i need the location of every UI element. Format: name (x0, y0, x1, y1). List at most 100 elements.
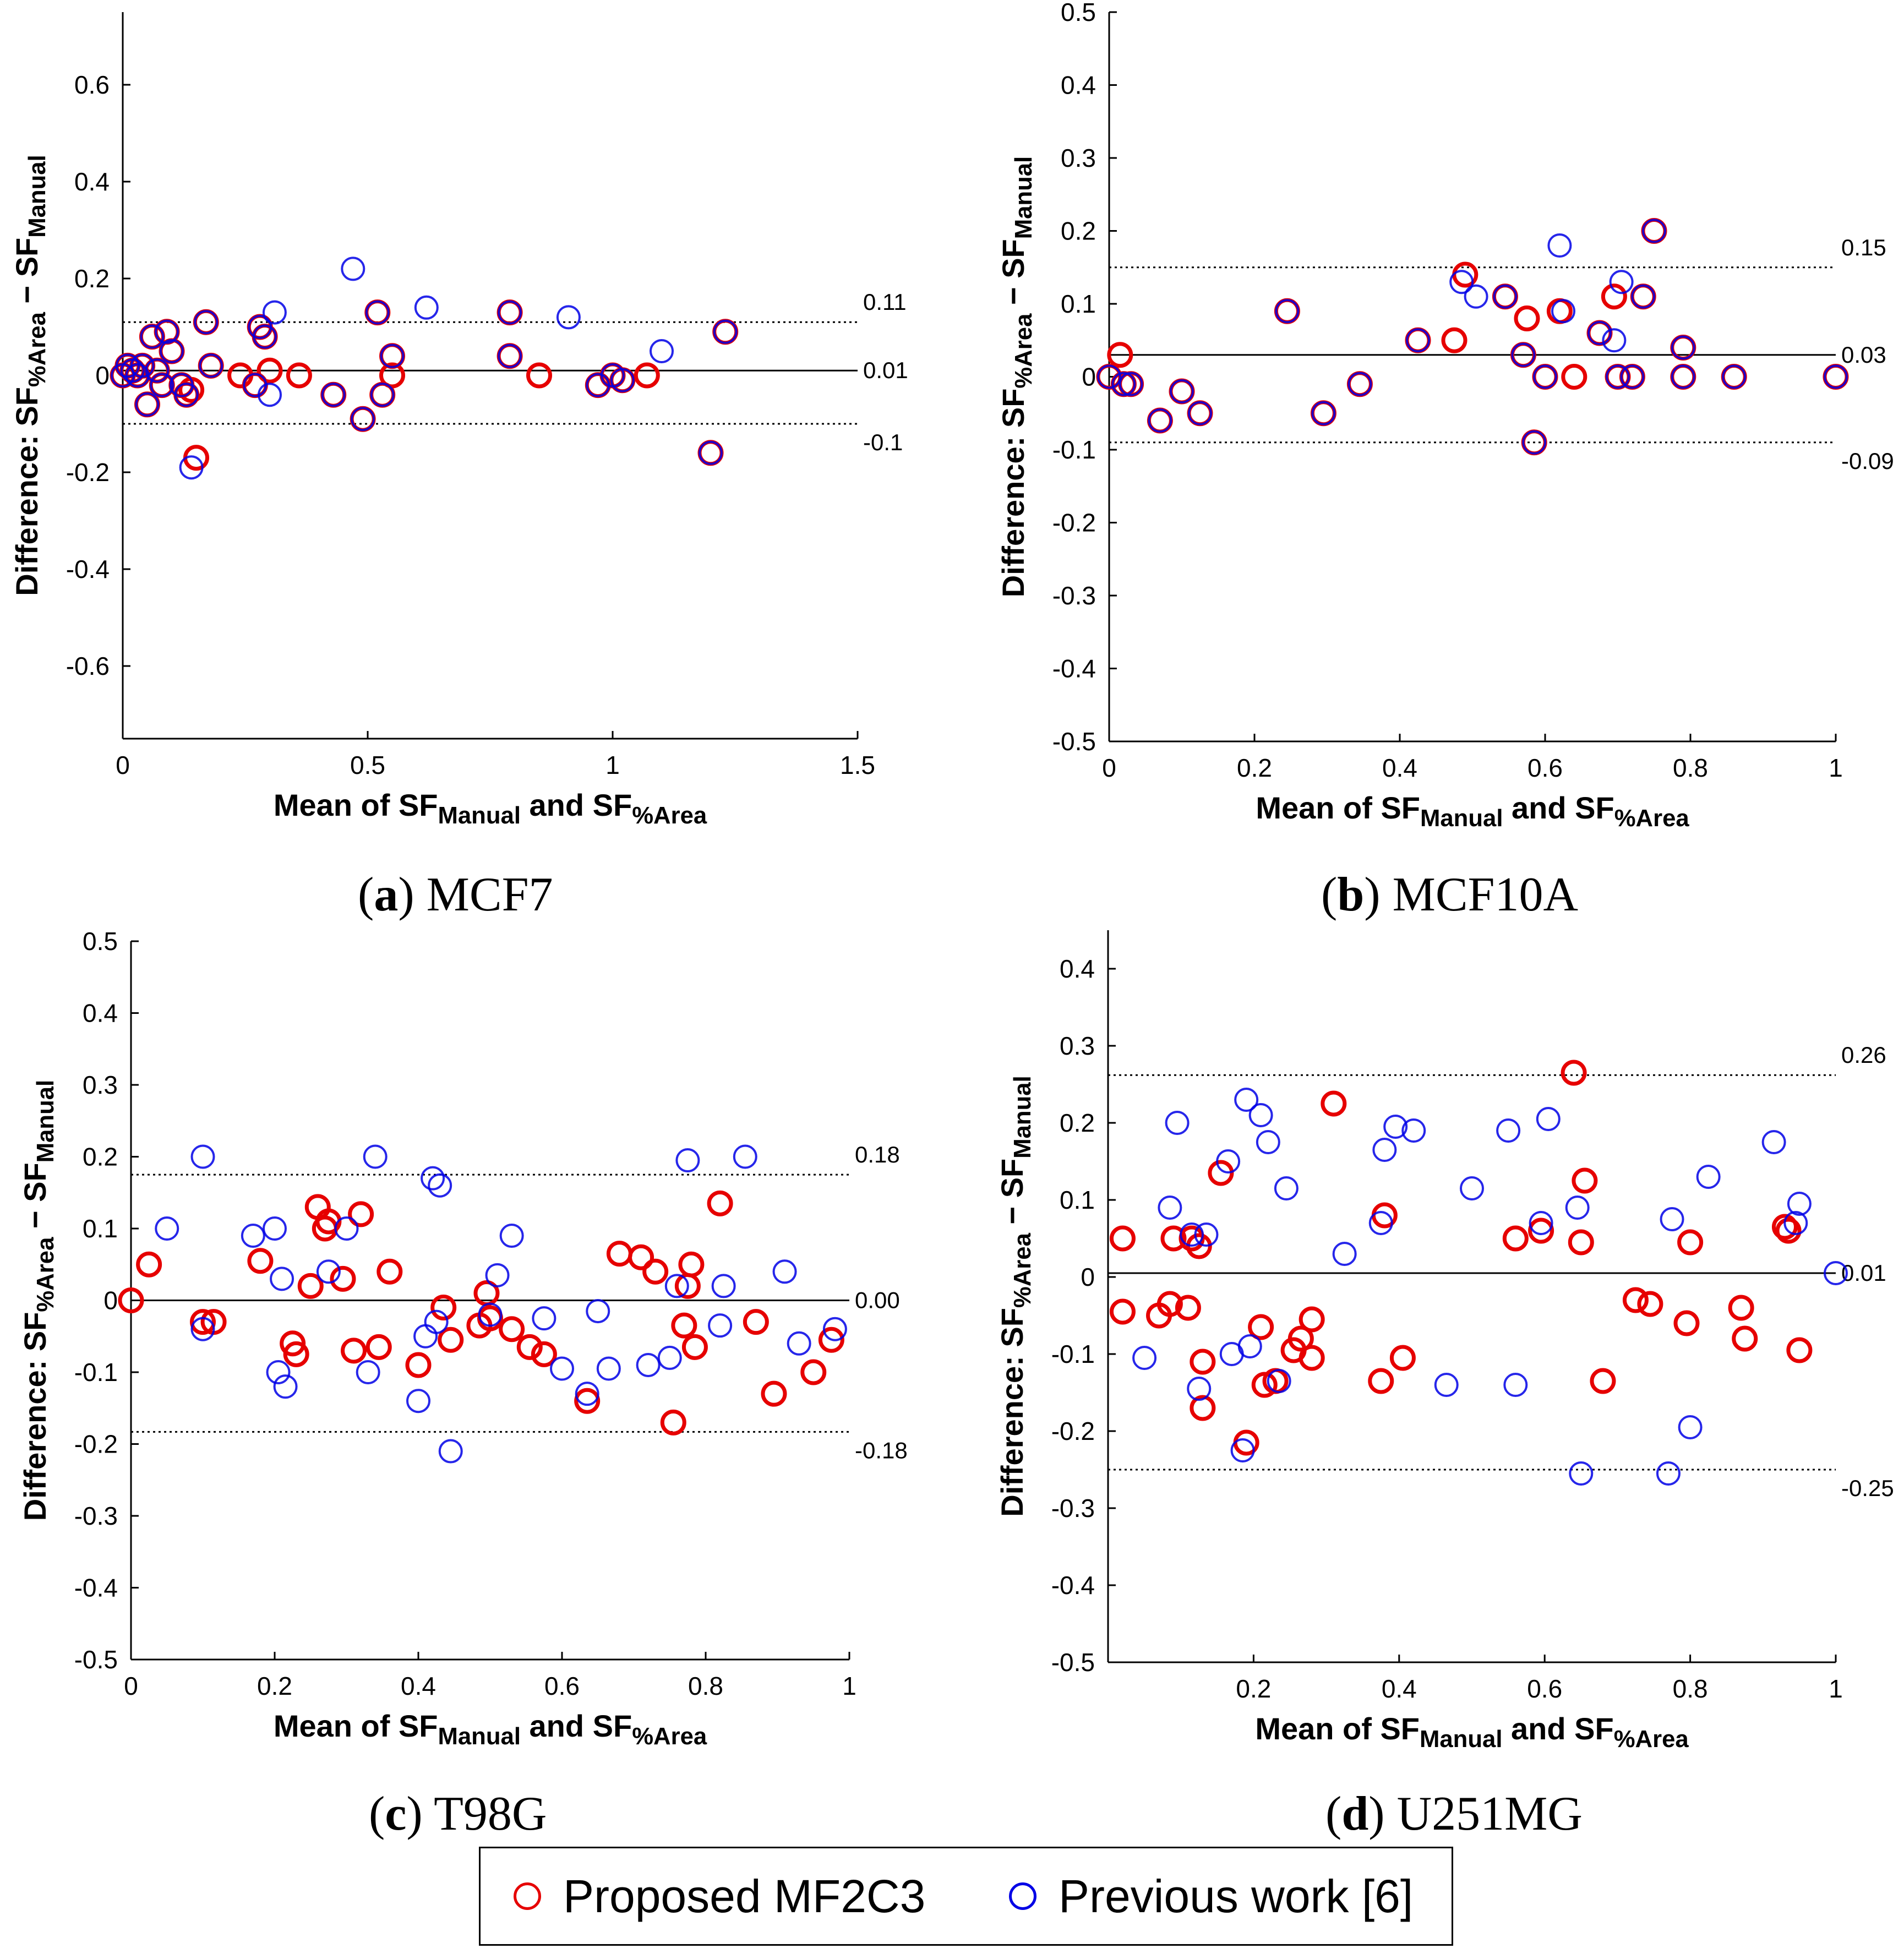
upper-limit-line-label: 0.18 (855, 1142, 900, 1167)
data-point-previous (1783, 1211, 1808, 1235)
y-tick-label: 0.5 (1061, 0, 1096, 26)
y-axis-title: Difference: SF%Area − SFManual (996, 156, 1037, 597)
y-tick-label: 0.4 (1061, 71, 1096, 100)
data-point-previous (1274, 1176, 1299, 1200)
lower-limit-line-label: -0.09 (1841, 448, 1894, 474)
data-point-previous (1111, 372, 1136, 396)
data-point-previous (1464, 284, 1488, 309)
y-tick-label: 0.4 (1060, 954, 1095, 983)
caption-c-name: T98G (434, 1787, 547, 1841)
data-point-previous (1132, 1346, 1157, 1370)
y-tick-label: -0.4 (1051, 1571, 1095, 1600)
chart-d: 0.2 0.4 0.6 0.8 1 -0.5 -0.4 -0.3 -0.2 -0.1 0 0.1 0.2… (995, 930, 1894, 1753)
x-tick-label: 0.2 (1237, 754, 1272, 782)
data-point-previous (1696, 1165, 1721, 1189)
data-point-proposed (1389, 1345, 1416, 1371)
data-point-previous (130, 353, 155, 378)
legend-circle-icon-proposed (514, 1882, 541, 1910)
data-point-previous (363, 1144, 388, 1169)
y-tick-label: -0.1 (74, 1358, 118, 1387)
data-point-previous (370, 383, 395, 407)
data-point-previous (1216, 1149, 1241, 1174)
data-point-proposed (1728, 1295, 1754, 1321)
data-point-proposed (707, 1190, 733, 1216)
caption-c: (c) T98G (369, 1787, 547, 1841)
data-point-proposed (1502, 1225, 1529, 1252)
data-point-proposed (1190, 1349, 1216, 1375)
data-point-proposed (1287, 1325, 1314, 1352)
data-point-previous (1503, 1373, 1528, 1397)
data-point-previous (428, 1173, 452, 1198)
data-point-previous (1372, 1138, 1397, 1162)
data-point-previous (341, 256, 365, 281)
data-point-proposed (1441, 327, 1467, 353)
data-point-previous (253, 324, 277, 349)
data-point-proposed (280, 1330, 306, 1357)
data-point-previous (155, 319, 179, 344)
y-tick-label: -0.5 (1051, 1648, 1095, 1677)
x-tick-label: 0.8 (1673, 754, 1708, 782)
data-point-previous (1119, 372, 1143, 396)
mean-line-label: 0.01 (863, 357, 908, 383)
data-point-proposed (800, 1359, 827, 1385)
data-point-proposed (365, 1334, 392, 1360)
data-point-previous (321, 383, 346, 407)
upper-limit-line-label: 0.26 (1841, 1042, 1886, 1068)
legend-item-previous: Previous work [6] (1009, 1848, 1413, 1944)
data-point-previous (675, 1148, 700, 1173)
y-axis-title: Difference: SF%Area − SFManual (995, 1076, 1036, 1516)
data-point-previous (241, 1224, 265, 1248)
data-point-previous (1660, 1207, 1684, 1231)
data-point-previous (1237, 1334, 1262, 1358)
data-point-proposed (1786, 1337, 1813, 1363)
data-point-previous (351, 407, 375, 432)
data-point-previous (499, 1224, 524, 1248)
data-point-previous (365, 300, 390, 325)
x-tick-label: 0.2 (1236, 1674, 1271, 1703)
x-tick-label: 0.5 (350, 751, 385, 779)
y-tick-label: 0.1 (83, 1214, 118, 1243)
x-tick-label: 0.8 (688, 1672, 723, 1700)
data-point-previous (1587, 321, 1612, 345)
data-point-previous (199, 353, 223, 378)
data-point-proposed (286, 362, 312, 389)
data-point-proposed (247, 1248, 274, 1274)
data-point-previous (414, 295, 439, 320)
data-point-previous (550, 1356, 574, 1381)
data-point-previous (150, 373, 174, 397)
series-proposed (1109, 1060, 1813, 1456)
data-point-previous (1511, 342, 1536, 367)
y-tick-label: 0.2 (83, 1143, 118, 1171)
y-tick-label: -0.2 (66, 458, 110, 487)
series-proposed (110, 299, 739, 471)
lower-limit-line-label: -0.18 (855, 1437, 908, 1463)
data-point-previous (1602, 328, 1627, 353)
data-point-previous (478, 1302, 503, 1327)
y-tick-label: -0.2 (74, 1430, 118, 1459)
y-tick-label: 0 (103, 1286, 118, 1315)
data-point-previous (650, 339, 674, 363)
x-tick-label: 0.4 (401, 1672, 436, 1700)
data-point-previous (1275, 299, 1300, 324)
y-tick-label: -0.5 (74, 1645, 118, 1674)
data-point-previous (1332, 1242, 1357, 1266)
series-previous (1097, 219, 1848, 455)
data-point-proposed (430, 1295, 457, 1321)
y-axis-title: Difference: SF%Area − SFManual (18, 1080, 59, 1521)
legend: Proposed MF2C3 Previous work [6] (479, 1847, 1453, 1946)
data-point-proposed (1109, 1225, 1136, 1252)
data-point-proposed (1637, 1291, 1663, 1317)
y-tick-label: 0.4 (74, 167, 110, 196)
data-point-previous (438, 1439, 463, 1464)
data-point-previous (421, 1166, 445, 1191)
data-point-previous (1097, 364, 1121, 389)
data-point-previous (1460, 1176, 1484, 1200)
caption-a-name: MCF7 (426, 868, 553, 921)
data-point-proposed (1568, 1229, 1594, 1256)
data-point-proposed (1299, 1306, 1325, 1333)
x-tick-label: 0 (124, 1672, 138, 1700)
data-point-previous (1267, 1369, 1291, 1393)
data-point-previous (258, 383, 282, 407)
data-point-previous (413, 1324, 438, 1349)
